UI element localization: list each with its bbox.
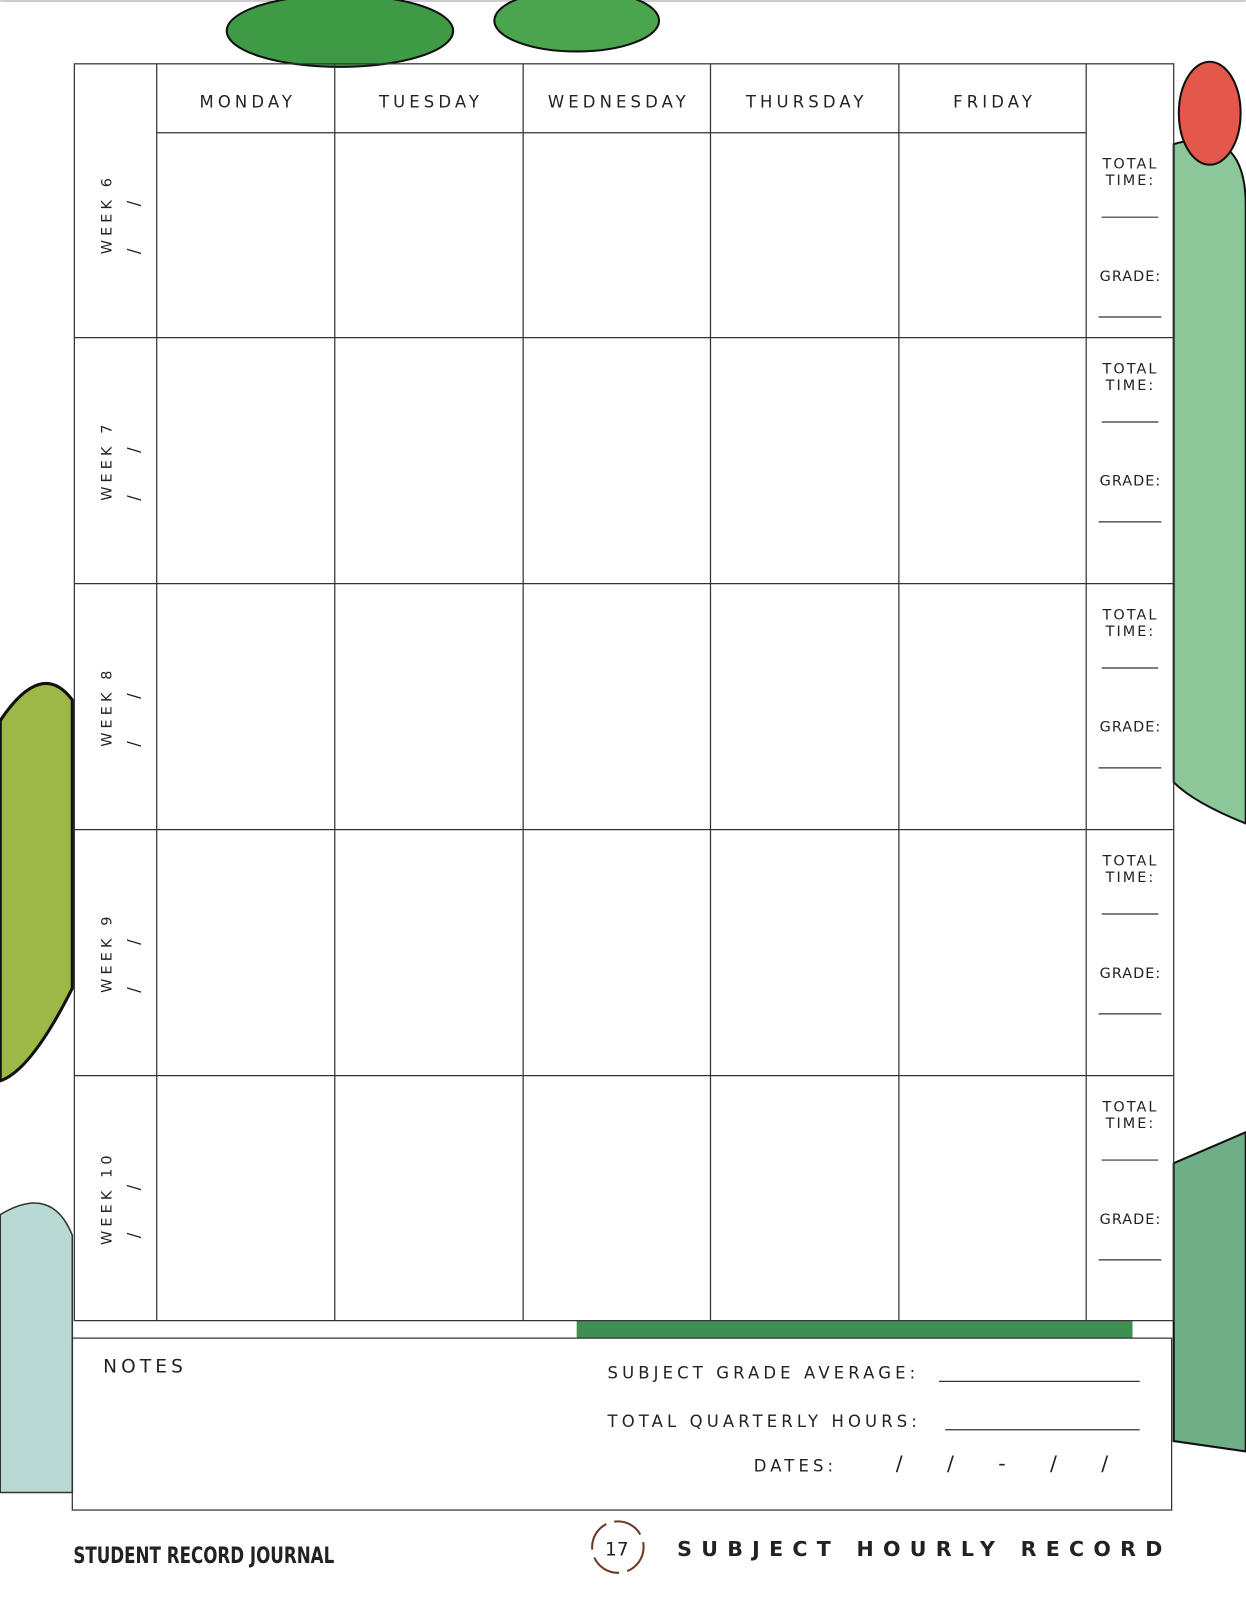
day-header: THURSDAY [745,92,868,111]
total-label: TIME: [1105,173,1156,189]
total-label: TIME: [1105,870,1156,886]
week-label: WEEK 8 [99,666,115,746]
total-label: TIME: [1105,378,1156,394]
succulent-top [493,0,661,53]
week-label: WEEK 7 [99,420,115,500]
day-header: TUESDAY [378,92,483,111]
coffee-ring [591,1520,645,1574]
succulent-top [225,0,455,68]
total-label: TOTAL [1101,608,1158,624]
grade-label: GRADE: [1100,966,1162,982]
total-label: TOTAL [1101,362,1158,378]
week-date: / / [125,182,144,254]
decoration [0,0,1246,1494]
footer-right: SUBJECT HOURLY RECORD [677,1537,1171,1561]
week-date: / / [125,921,144,993]
day-header: MONDAY [200,92,297,111]
grade-label: GRADE: [1100,269,1162,285]
day-header: WEDNESDAY [548,92,690,111]
grade-label: GRADE: [1100,474,1162,490]
cactus-fruit [1177,60,1242,166]
week-date: / / [125,675,144,747]
week-label: WEEK 9 [99,912,115,992]
dates-value: / / - / / [896,1452,1115,1476]
total-label: TOTAL [1101,157,1158,173]
quarterly-hours-label: TOTAL QUARTERLY HOURS: [607,1412,921,1431]
week-date: / / [125,429,144,501]
notes-box [71,1337,1173,1511]
grade-label: GRADE: [1100,1212,1162,1228]
day-header: FRIDAY [953,92,1036,111]
notes-title: NOTES [103,1356,187,1377]
cactus-right [1172,139,1246,825]
plant-strip [576,1320,1133,1339]
dates-label: DATES: [754,1456,838,1475]
cactus-left [0,682,74,1083]
total-label: TOTAL [1101,854,1158,870]
schedule-table [73,63,1175,1322]
week-label: WEEK 10 [99,1151,115,1245]
agave-right [1172,1131,1246,1453]
grade-label: GRADE: [1100,720,1162,736]
page-number: 17 [605,1540,629,1561]
total-label: TIME: [1105,624,1156,640]
footer-left: STUDENT RECORD JOURNAL [73,1542,334,1568]
total-label: TIME: [1105,1116,1156,1132]
week-label: WEEK 6 [99,174,115,254]
grade-average-label: SUBJECT GRADE AVERAGE: [608,1364,920,1383]
week-date: / / [125,1166,144,1238]
total-label: TOTAL [1101,1100,1158,1116]
cactus-left-bottom [0,1202,74,1494]
